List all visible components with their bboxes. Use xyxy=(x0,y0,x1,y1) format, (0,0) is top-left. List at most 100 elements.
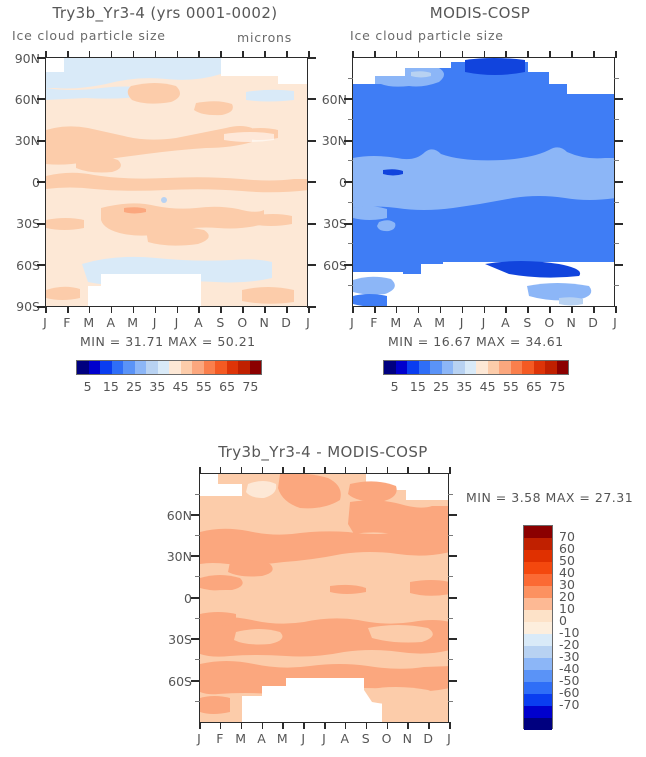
axis-tick xyxy=(428,467,430,474)
axis-tick xyxy=(110,306,113,313)
axis-tick xyxy=(614,160,619,162)
axis-tick xyxy=(240,722,243,729)
x-axis-month-label: A xyxy=(501,315,510,330)
colorbar-swatch xyxy=(249,361,261,374)
colorbar-swatch xyxy=(522,361,534,374)
x-axis-month-label: N xyxy=(402,731,412,746)
colorbar-tick-label: 5 xyxy=(390,379,399,394)
colorbar-swatch xyxy=(215,361,227,374)
x-axis-month-label: O xyxy=(237,315,248,330)
axis-tick xyxy=(614,223,623,225)
colorbar-swatch xyxy=(134,361,146,374)
colorbar-tick-label: 75 xyxy=(242,379,259,394)
axis-tick xyxy=(308,51,310,58)
axis-tick xyxy=(199,467,201,474)
left-panel-units: microns xyxy=(237,30,293,45)
left-colorbar[interactable] xyxy=(76,360,262,375)
axis-tick xyxy=(615,306,617,313)
axis-tick xyxy=(261,467,264,474)
x-axis-month-label: J xyxy=(322,731,326,746)
ylabel-90N: 90N xyxy=(14,51,40,66)
colorbar-tick-label: 35 xyxy=(456,379,473,394)
colorbar-swatch xyxy=(430,361,442,374)
colorbar-swatch xyxy=(395,361,407,374)
axis-tick xyxy=(348,202,353,204)
colorbar-tick-label: 65 xyxy=(526,379,543,394)
axis-tick xyxy=(37,223,46,225)
left-contour-plot[interactable] xyxy=(45,57,308,307)
right-panel-title: MODIS-COSP xyxy=(429,4,531,22)
colorbar-swatch xyxy=(524,562,552,574)
axis-tick xyxy=(386,467,389,474)
colorbar-swatch xyxy=(180,361,192,374)
colorbar-swatch xyxy=(524,550,552,562)
colorbar-swatch xyxy=(441,361,453,374)
x-axis-month-label: A xyxy=(106,315,116,330)
x-axis-month-label: M xyxy=(276,731,288,746)
colorbar-swatch xyxy=(524,586,552,598)
colorbar-swatch xyxy=(453,361,465,374)
axis-tick xyxy=(449,722,451,729)
ylabel-0: 0 xyxy=(0,175,40,190)
x-axis-month-label: A xyxy=(194,315,203,330)
axis-tick xyxy=(66,306,69,313)
axis-tick xyxy=(461,51,464,58)
colorbar-swatch xyxy=(524,718,552,730)
x-axis-month-label: M xyxy=(127,315,139,330)
colorbar-tick-label: -10 xyxy=(559,625,580,640)
axis-tick xyxy=(37,306,46,308)
ylabel-diff-30S: 30S xyxy=(168,632,192,647)
axis-tick xyxy=(439,51,442,58)
colorbar-tick-label: 15 xyxy=(409,379,426,394)
axis-tick xyxy=(37,264,46,266)
x-axis-month-label: J xyxy=(43,315,47,330)
x-axis-month-label: O xyxy=(381,731,392,746)
colorbar-swatch xyxy=(533,361,545,374)
ylabel-right-60S: 60S xyxy=(323,258,347,273)
ylabel-right-30S: 30S xyxy=(323,216,347,231)
colorbar-tick-label: 40 xyxy=(559,565,575,580)
diff-colorbar[interactable] xyxy=(523,525,553,730)
axis-tick xyxy=(571,306,573,313)
axis-tick xyxy=(219,722,222,729)
colorbar-tick-label: 55 xyxy=(195,379,212,394)
axis-tick xyxy=(352,306,354,313)
axis-tick xyxy=(549,306,551,313)
right-colorbar[interactable] xyxy=(383,360,569,375)
axis-tick xyxy=(448,535,453,537)
axis-tick xyxy=(198,51,200,58)
axis-tick xyxy=(307,306,316,308)
colorbar-swatch xyxy=(524,526,552,538)
axis-tick xyxy=(593,306,595,313)
axis-tick xyxy=(191,514,200,516)
axis-tick xyxy=(448,576,453,578)
x-axis-month-label: F xyxy=(63,315,71,330)
axis-tick xyxy=(199,722,201,729)
right-contour-plot[interactable] xyxy=(352,57,615,307)
axis-tick xyxy=(448,638,457,640)
axis-tick xyxy=(483,51,486,58)
diff-minmax-label: MIN = 3.58 MAX = 27.31 xyxy=(466,490,634,505)
axis-tick xyxy=(88,51,91,58)
axis-tick xyxy=(614,140,623,142)
colorbar-tick-label: 45 xyxy=(479,379,496,394)
axis-tick xyxy=(344,264,353,266)
colorbar-swatch xyxy=(77,361,89,374)
colorbar-tick-label: -50 xyxy=(559,673,580,688)
axis-tick xyxy=(348,78,353,80)
colorbar-swatch xyxy=(88,361,100,374)
colorbar-swatch xyxy=(524,694,552,706)
colorbar-swatch xyxy=(524,634,552,646)
colorbar-swatch xyxy=(476,361,488,374)
diff-contour-plot[interactable] xyxy=(199,473,449,723)
axis-tick xyxy=(448,618,453,620)
right-contour-field xyxy=(353,58,614,306)
x-axis-month-label: J xyxy=(301,731,305,746)
axis-tick xyxy=(344,98,353,100)
x-axis-month-label: J xyxy=(447,731,451,746)
x-axis-month-label: J xyxy=(350,315,354,330)
x-axis-month-label: N xyxy=(566,315,576,330)
axis-tick xyxy=(264,306,266,313)
colorbar-swatch xyxy=(499,361,511,374)
axis-tick xyxy=(154,51,157,58)
